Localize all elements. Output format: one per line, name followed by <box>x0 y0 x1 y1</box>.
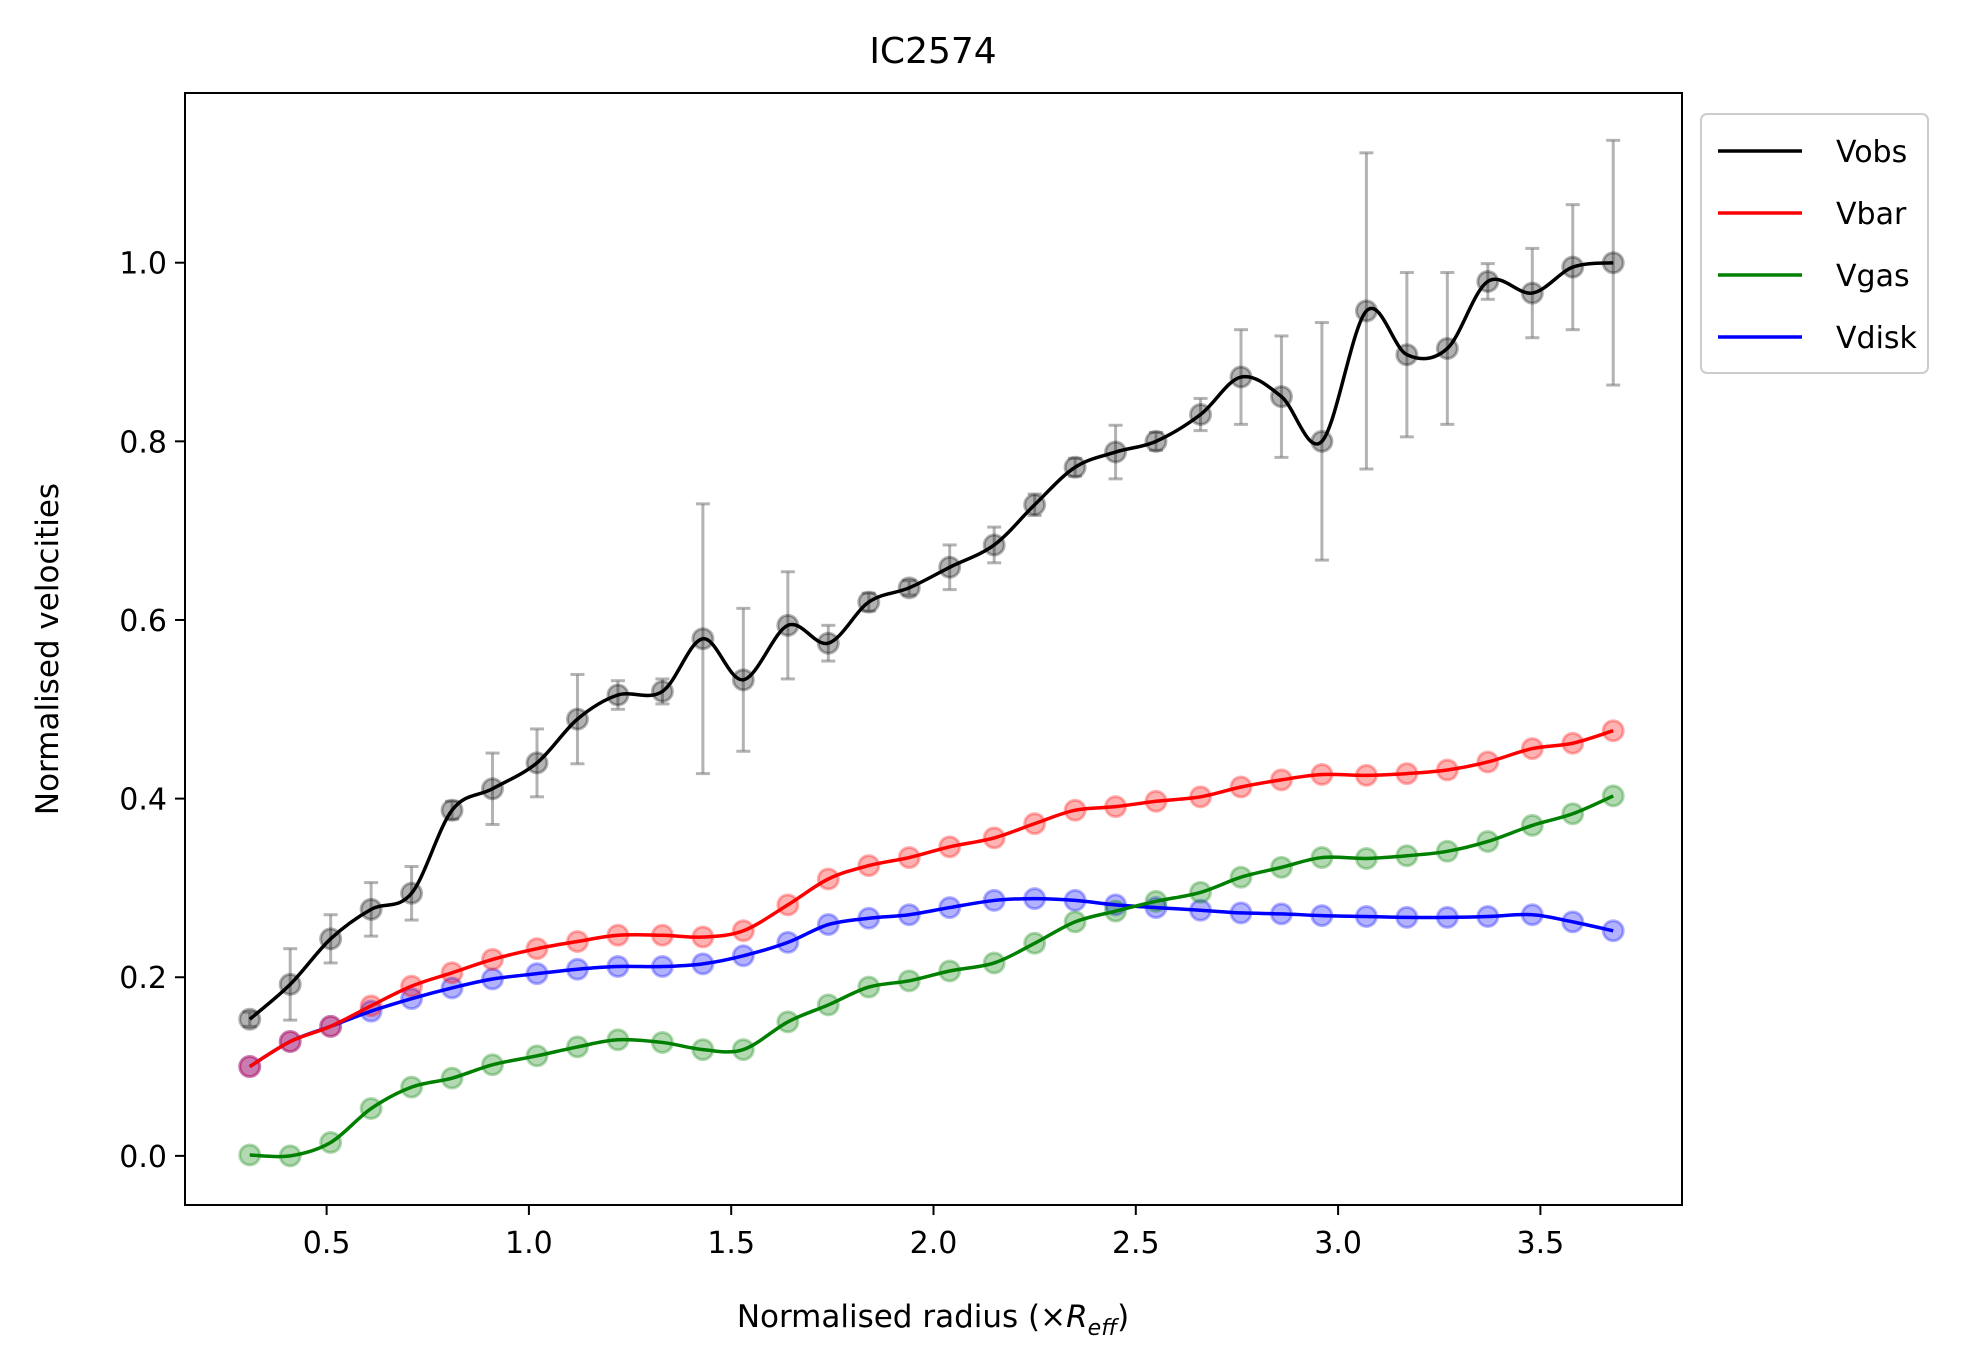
y-tick-label: 0.0 <box>119 1140 167 1175</box>
vgas-line <box>249 794 1614 1159</box>
y-tick-label: 0.8 <box>119 425 167 460</box>
x-axis-label-main: Normalised radius (× <box>737 1299 1066 1335</box>
y-tick-label: 0.6 <box>119 604 167 639</box>
legend-label-vobs: Vobs <box>1836 135 1907 170</box>
y-tick-label: 0.2 <box>119 961 167 996</box>
y-tick-label: 1.0 <box>119 247 167 282</box>
y-axis: 0.0 0.2 0.4 0.6 0.8 1.0 <box>119 247 185 1175</box>
x-axis-label-suffix: ) <box>1117 1299 1129 1335</box>
x-tick-label: 2.0 <box>910 1226 958 1261</box>
x-axis-label-symbol: R <box>1066 1299 1088 1335</box>
chart-title: IC2574 <box>869 31 996 72</box>
x-tick-label: 1.5 <box>707 1226 755 1261</box>
x-axis: 0.5 1.0 1.5 2.0 2.5 3.0 3.5 <box>303 1205 1565 1261</box>
legend-label-vgas: Vgas <box>1836 259 1910 294</box>
vobs-line <box>248 260 1614 1021</box>
plot-background <box>185 93 1682 1205</box>
vobs-error-bar <box>242 1010 257 1028</box>
legend-item-vgas: Vgas <box>1718 259 1910 294</box>
y-axis-label: Normalised velocities <box>30 483 66 815</box>
vbar-point <box>1601 719 1625 743</box>
x-tick-label: 1.0 <box>505 1226 553 1261</box>
x-tick-label: 2.5 <box>1112 1226 1160 1261</box>
y-tick-label: 0.4 <box>119 783 167 818</box>
legend-item-vobs: Vobs <box>1718 135 1907 170</box>
vgas-point <box>1601 784 1625 808</box>
legend-frame <box>1700 113 1929 374</box>
x-tick-label: 0.5 <box>303 1226 351 1261</box>
x-axis-label-subscript: eff <box>1088 1316 1120 1341</box>
legend-item-vdisk: Vdisk <box>1718 321 1918 356</box>
vbar-line <box>248 729 1614 1069</box>
vbar-point <box>238 1055 262 1079</box>
vdisk-line <box>248 896 1614 1069</box>
series-layer <box>238 138 1625 1168</box>
x-tick-label: 3.0 <box>1314 1226 1362 1261</box>
plot-area <box>184 92 1683 1206</box>
legend-item-vbar: Vbar <box>1718 197 1907 232</box>
legend-label-vbar: Vbar <box>1836 197 1907 232</box>
legend: Vobs Vbar Vgas Vdisk <box>1700 113 1929 374</box>
x-axis-label: Normalised radius (×Reff) <box>737 1299 1129 1341</box>
x-tick-label: 3.5 <box>1517 1226 1565 1261</box>
legend-label-vdisk: Vdisk <box>1836 321 1918 356</box>
